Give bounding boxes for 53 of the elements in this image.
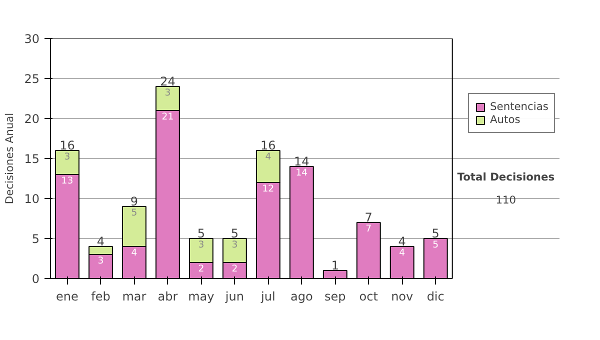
total-label: 24 [160,74,176,88]
total-label: 9 [130,194,138,208]
y-tick-label: 30 [24,32,40,46]
data-label: 5 [131,208,138,218]
total-label: 4 [96,234,105,248]
data-label: 3 [198,240,204,250]
x-tick-label: abr [158,290,178,304]
y-tick-label: 0 [32,272,40,286]
text: 110 [496,194,516,206]
data-label: 21 [162,112,174,122]
x-tick-label: oct [359,290,378,304]
x-tick-label: dic [426,290,444,304]
data-label: 2 [198,264,204,274]
total-label: 16 [60,138,75,152]
legend-label: Sentencias [490,100,548,113]
x-tick-label: sep [324,290,346,304]
x-tick-label: nov [391,290,414,304]
y-tick-label: 25 [24,72,40,86]
total-label: 14 [294,154,310,168]
legend-label: Autos [490,113,520,126]
total-label: 1 [331,258,339,272]
x-tick-label: ago [290,290,313,304]
data-label: 7 [366,224,372,234]
data-label: 3 [64,152,70,162]
y-axis-title: Decisiones Anual [3,112,16,204]
data-label: 3 [164,88,171,98]
x-tick-label: feb [91,290,110,304]
total-label: 5 [230,226,238,240]
total-label: 4 [398,234,406,248]
x-tick-label: may [188,290,214,304]
x-tick-label: jun [224,290,244,304]
x-tick-label: jul [260,290,276,304]
text: Total Decisiones [457,170,555,184]
data-label: 3 [98,256,104,266]
data-label: 13 [61,176,74,186]
data-label: 4 [399,248,406,258]
total-label: 5 [432,226,440,240]
x-tick-label: ene [56,290,78,304]
y-tick-label: 5 [32,232,40,246]
y-tick-label: 15 [24,152,40,166]
total-label: 5 [197,226,206,240]
data-label: 4 [131,248,138,258]
data-label: 14 [296,168,308,178]
data-label: 12 [262,184,274,194]
y-tick-label: 10 [24,192,40,206]
total-label: 16 [260,138,276,152]
data-label: 5 [432,240,439,250]
data-label: 4 [265,152,272,162]
total-label: 7 [364,210,372,224]
y-tick-label: 20 [24,112,40,126]
data-label: 2 [232,264,238,274]
data-label: 3 [232,240,238,250]
x-tick-label: mar [122,290,146,304]
